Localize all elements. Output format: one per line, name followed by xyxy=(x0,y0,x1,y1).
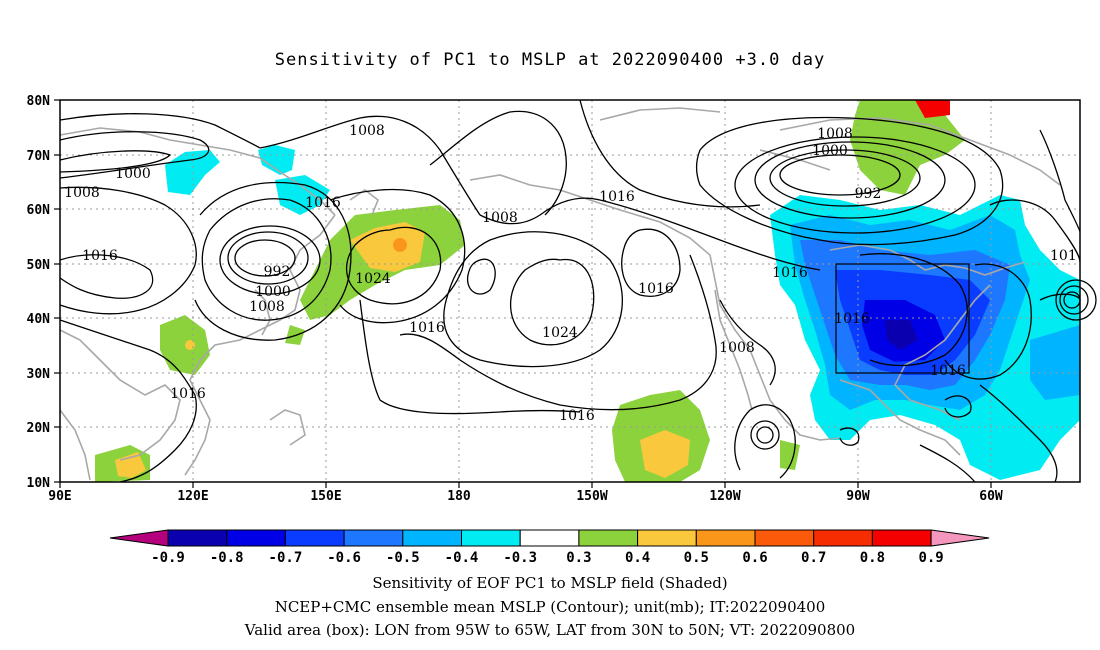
colorbar-label: -0.5 xyxy=(386,550,420,566)
contour-label: 1016 xyxy=(638,281,674,297)
colorbar-swatch xyxy=(284,529,345,547)
colorbar-label: 0.5 xyxy=(684,550,709,566)
colorbar-swatch xyxy=(754,529,815,547)
lat-label: 50N xyxy=(27,258,51,273)
colorbar-label: 0.9 xyxy=(918,550,943,566)
colorbar: -0.9 -0.8 -0.7 -0.6 -0.5 -0.4 -0.3 0.3 0.4 0.5 0.6… xyxy=(109,529,990,566)
lon-label: 150E xyxy=(310,489,341,504)
caption-contour: NCEP+CMC ensemble mean MSLP (Contour); u… xyxy=(274,598,826,616)
contour-label: 1016 xyxy=(170,386,206,402)
lat-label: 10N xyxy=(27,476,51,491)
caption-valid-area: Valid area (box): LON from 95W to 65W, L… xyxy=(244,621,856,639)
colorbar-swatch xyxy=(226,529,286,547)
contour-labels: 1008 1000 1008 1016 1016 992 1000 1008 1… xyxy=(64,123,1077,424)
lon-label: 90E xyxy=(48,489,71,504)
lat-label: 30N xyxy=(27,367,51,382)
contour-label: 1016 xyxy=(599,189,635,205)
contour-label: 1016 xyxy=(82,248,118,264)
lon-label: 120E xyxy=(177,489,208,504)
graticule xyxy=(60,100,1080,482)
colorbar-swatch xyxy=(167,529,228,547)
coastlines xyxy=(59,107,1061,481)
colorbar-label: -0.7 xyxy=(269,550,303,566)
colorbar-swatch xyxy=(343,529,404,547)
contour-label: 1008 xyxy=(719,340,755,356)
map-title: Sensitivity of PC1 to MSLP at 2022090400… xyxy=(274,50,826,70)
contour-label: 1016 xyxy=(305,195,341,211)
colorbar-end-right xyxy=(930,529,990,547)
contour-label: 1008 xyxy=(817,126,853,142)
sensitivity-shading xyxy=(95,100,1080,482)
colorbar-swatch xyxy=(461,529,521,547)
colorbar-label: -0.3 xyxy=(503,550,537,566)
contour-label: 1024 xyxy=(542,325,578,341)
colorbar-swatch xyxy=(637,529,697,547)
lat-axis: 80N 70N 60N 50N 40N 30N 20N 10N xyxy=(27,94,51,491)
tick-marks xyxy=(54,99,992,488)
contour-label: 1008 xyxy=(64,185,100,201)
lon-label: 60W xyxy=(979,489,1003,504)
contour-label: 1016 xyxy=(409,320,445,336)
mslp-contours xyxy=(59,99,1097,483)
colorbar-swatch xyxy=(695,529,756,547)
contour-label: 992 xyxy=(855,186,882,202)
contour-label: 1016 xyxy=(930,363,966,379)
lon-label: 120W xyxy=(709,489,740,504)
colorbar-label: -0.9 xyxy=(151,550,185,566)
contour-label: 1016 xyxy=(772,265,808,281)
lon-label: 150W xyxy=(576,489,607,504)
lon-label: 180 xyxy=(447,489,471,504)
lat-label: 60N xyxy=(27,203,51,218)
contour-label: 1000 xyxy=(812,143,848,159)
contour-label: 992 xyxy=(264,264,291,280)
colorbar-swatch xyxy=(813,529,873,547)
contour-label: 101 xyxy=(1050,248,1077,264)
caption-shading: Sensitivity of EOF PC1 to MSLP field (Sh… xyxy=(372,574,728,592)
colorbar-end-left xyxy=(109,529,169,547)
contour-label: 1016 xyxy=(834,311,870,327)
lat-label: 20N xyxy=(27,421,51,436)
colorbar-label: -0.6 xyxy=(327,550,361,566)
colorbar-label: -0.4 xyxy=(445,550,479,566)
colorbar-swatch xyxy=(871,529,932,547)
colorbar-swatch xyxy=(578,529,639,547)
contour-label: 1000 xyxy=(115,166,151,182)
colorbar-swatch xyxy=(519,529,580,547)
colorbar-label: 0.8 xyxy=(860,550,885,566)
colorbar-label: -0.8 xyxy=(210,550,244,566)
colorbar-label: 0.6 xyxy=(742,550,767,566)
valid-area-box xyxy=(835,263,970,374)
colorbar-label: 0.3 xyxy=(566,550,591,566)
lon-axis: 90E 120E 150E 180 150W 120W 90W 60W xyxy=(48,489,1003,504)
colorbar-label: 0.4 xyxy=(625,550,650,566)
contour-label: 1008 xyxy=(349,123,385,139)
colorbar-swatch xyxy=(402,529,462,547)
contour-label: 1000 xyxy=(255,284,291,300)
colorbar-label: 0.7 xyxy=(801,550,826,566)
lon-label: 90W xyxy=(846,489,870,504)
contour-label: 1008 xyxy=(249,299,285,315)
lat-label: 40N xyxy=(27,312,51,327)
contour-label: 1008 xyxy=(482,210,518,226)
contour-label: 1024 xyxy=(355,271,391,287)
lat-label: 80N xyxy=(27,94,51,109)
map-frame xyxy=(59,99,1081,483)
lat-label: 70N xyxy=(27,149,51,164)
contour-label: 1016 xyxy=(559,408,595,424)
